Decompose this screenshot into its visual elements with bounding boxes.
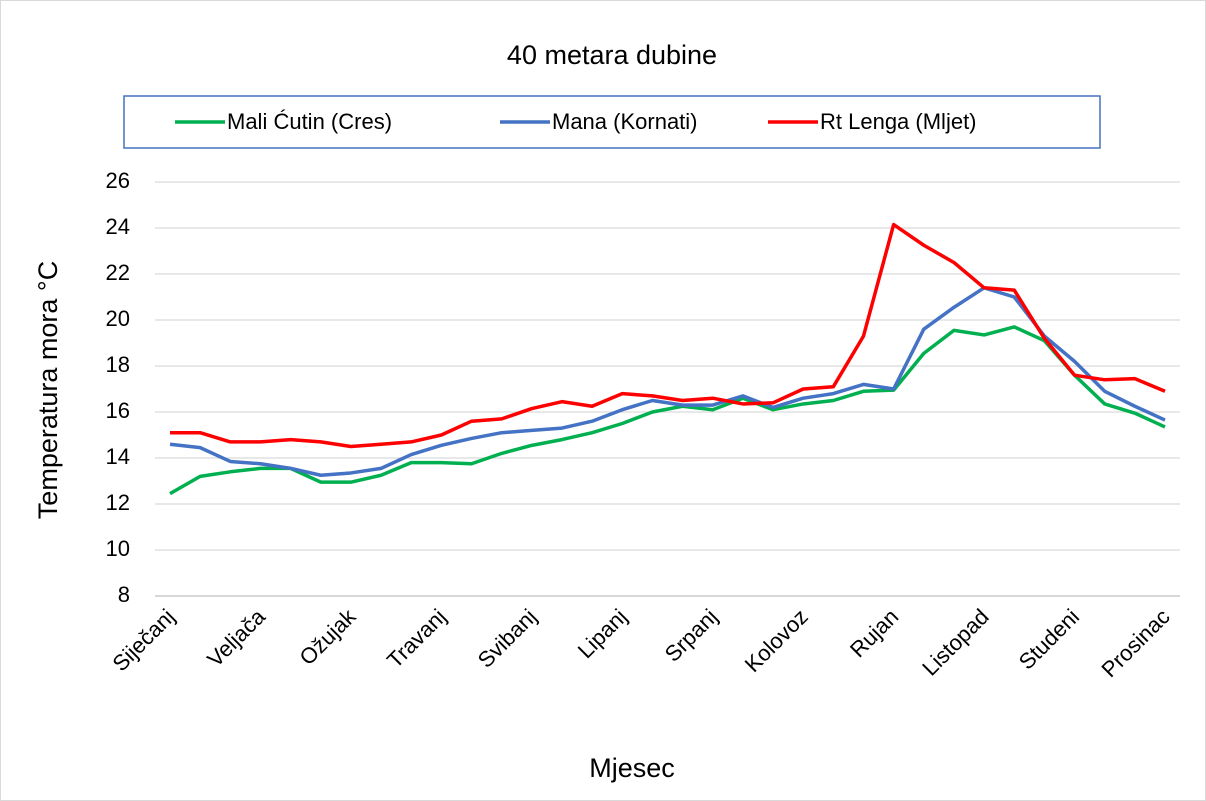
- y-tick-label: 20: [106, 306, 130, 331]
- y-tick-label: 10: [106, 536, 130, 561]
- x-axis-label: Mjesec: [589, 753, 675, 783]
- y-tick-label: 8: [118, 582, 130, 607]
- y-tick-label: 12: [106, 490, 130, 515]
- line-series: [170, 222, 1166, 449]
- y-tick-label: 16: [106, 398, 130, 423]
- legend-label: Mana (Kornati): [552, 109, 698, 134]
- y-tick-label: 18: [106, 352, 130, 377]
- legend-label: Mali Ćutin (Cres): [227, 109, 392, 134]
- line-series: [169, 325, 1166, 496]
- chart-title: 40 metara dubine: [507, 40, 717, 70]
- y-tick-label: 22: [106, 260, 130, 285]
- y-tick-label: 24: [106, 214, 130, 239]
- legend-label: Rt Lenga (Mljet): [820, 109, 977, 134]
- line-series: [169, 286, 1166, 477]
- y-tick-label: 26: [106, 168, 130, 193]
- y-axis-label: Temperatura mora °C: [33, 261, 63, 519]
- legend-box: [123, 95, 1101, 149]
- y-tick-label: 14: [106, 444, 130, 469]
